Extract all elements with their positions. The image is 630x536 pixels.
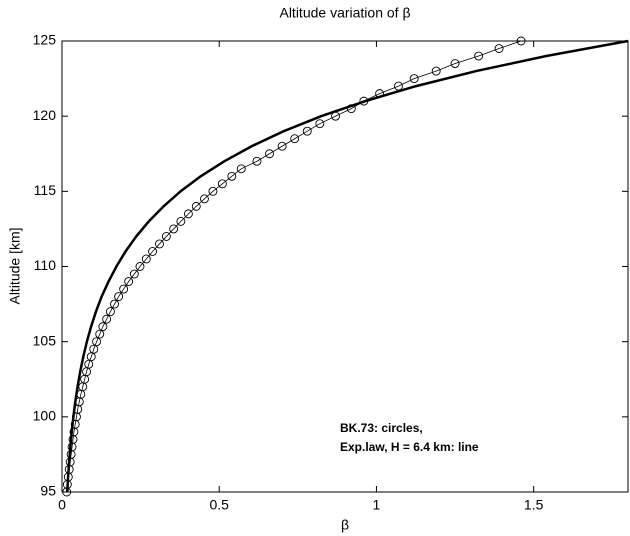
data-point: [290, 134, 300, 144]
data-point: [110, 299, 119, 309]
data-point: [169, 224, 179, 234]
x-tick-label: 1: [373, 497, 381, 513]
annotation: Exp.law, H = 6.4 km: line: [340, 440, 479, 454]
data-point: [431, 66, 441, 76]
x-tick-label: 0.5: [209, 497, 229, 513]
data-point: [89, 344, 99, 354]
data-point: [191, 201, 201, 211]
data-point: [450, 59, 460, 68]
data-point: [474, 51, 484, 61]
data-point: [217, 179, 227, 189]
x-tick-label: 0: [58, 497, 66, 513]
x-tick-label: 1.5: [524, 497, 544, 513]
annotation: BK.73: circles,: [340, 421, 423, 435]
data-point: [265, 149, 274, 159]
data-point: [135, 262, 145, 271]
data-point: [155, 239, 164, 249]
data-point: [199, 194, 209, 204]
data-point: [129, 269, 139, 279]
data-line: [65, 39, 629, 493]
data-point: [124, 277, 134, 286]
y-tick-label: 110: [34, 257, 57, 273]
y-tick-label: 120: [33, 107, 57, 123]
data-point: [183, 209, 193, 219]
data-point: [277, 141, 287, 151]
data-point: [141, 254, 151, 264]
data-point: [409, 74, 419, 84]
data-point: [516, 36, 526, 46]
data-point: [102, 314, 112, 324]
data-point: [494, 44, 504, 53]
y-tick-label: 95: [40, 483, 56, 499]
data-point: [92, 337, 102, 347]
y-tick-label: 125: [33, 32, 57, 48]
data-point: [119, 284, 129, 294]
data-point: [114, 292, 124, 302]
data-point: [98, 322, 108, 332]
y-tick-label: 105: [33, 332, 57, 348]
data-point: [95, 329, 105, 339]
y-axis-label: Altitude [km]: [7, 227, 23, 304]
data-point: [161, 231, 171, 241]
data-line: [66, 40, 522, 493]
data-point: [315, 119, 325, 129]
data-point: [176, 216, 186, 226]
x-axis-label: β: [341, 517, 349, 533]
y-tick-label: 115: [34, 182, 57, 198]
data-point: [302, 126, 312, 136]
data-point: [252, 156, 262, 166]
y-tick-label: 100: [33, 408, 57, 424]
data-point: [227, 171, 237, 181]
data-point: [236, 164, 246, 174]
chart-title: Altitude variation of β: [279, 5, 410, 21]
data-point: [148, 247, 158, 256]
data-point: [105, 307, 115, 317]
data-point: [208, 186, 218, 196]
